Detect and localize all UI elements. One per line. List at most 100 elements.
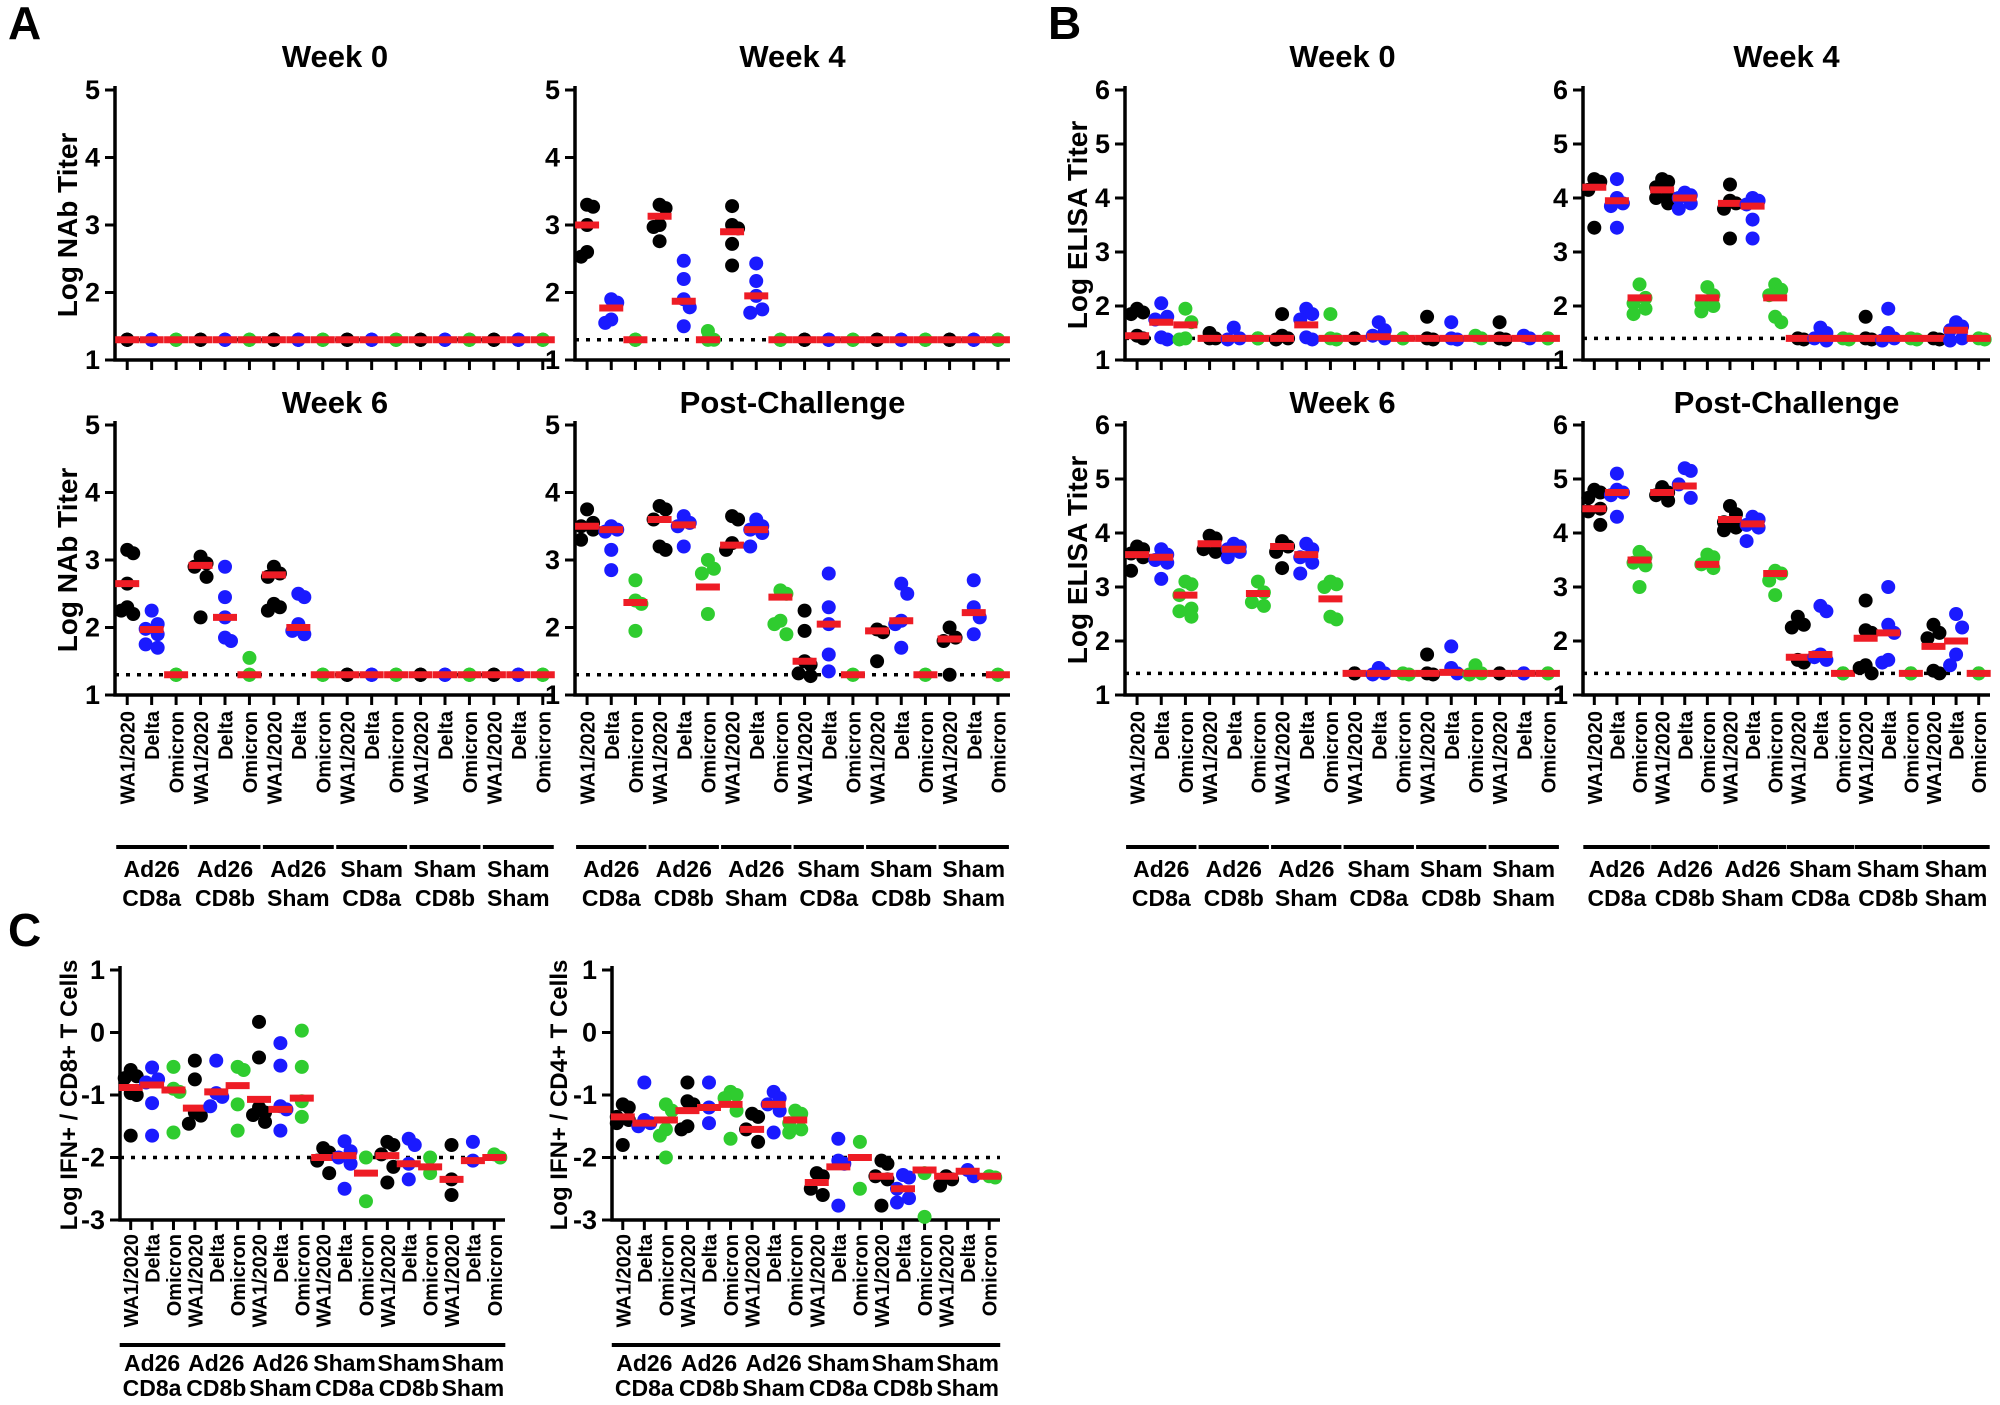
x-tick-label: Omicron (771, 711, 793, 793)
data-point (1745, 212, 1760, 227)
data-point (1420, 309, 1435, 324)
data-point (252, 1050, 267, 1065)
x-tick-label: WA1/2020 (314, 1234, 336, 1327)
data-point (658, 502, 673, 517)
y-tick-label: 2 (1095, 626, 1110, 656)
data-point (574, 532, 589, 547)
data-point (1160, 332, 1175, 347)
data-point (187, 1053, 202, 1068)
y-tick-label: 3 (545, 545, 560, 575)
x-tick-label: Delta (335, 1233, 357, 1283)
y-axis-label: Log NAb Titer (55, 133, 83, 318)
data-point (294, 1059, 309, 1074)
data-point (1722, 231, 1737, 246)
data-point (797, 623, 812, 638)
data-point (1226, 320, 1241, 335)
data-point (1172, 332, 1187, 347)
x-tick-label: Omicron (1901, 711, 1923, 793)
x-tick-label: Omicron (980, 1234, 1002, 1316)
group-label-line1: Sham (1925, 856, 1988, 882)
group-label-line1: Ad26 (1206, 856, 1262, 882)
data-point (725, 258, 740, 273)
data-point (658, 201, 673, 216)
data-point (706, 561, 721, 576)
y-tick-label: 1 (1553, 680, 1568, 710)
group-label-line1: Ad26 (616, 1350, 672, 1376)
data-point (1649, 191, 1664, 205)
data-point (676, 272, 691, 286)
data-point (797, 603, 812, 618)
data-point (755, 302, 770, 317)
x-tick-label: WA1/2020 (118, 711, 140, 804)
data-point (815, 1188, 830, 1202)
data-point (604, 563, 619, 578)
y-tick-label: 5 (85, 410, 100, 440)
group-label-line2: CD8b (379, 1375, 439, 1400)
x-tick-label: Delta (463, 1233, 485, 1283)
x-tick-label: Omicron (313, 711, 335, 793)
y-tick-label: 4 (545, 478, 560, 508)
data-point (1609, 220, 1624, 235)
y-tick-label: 1 (545, 680, 560, 710)
x-tick-label: Omicron (1766, 711, 1788, 793)
data-point (598, 315, 613, 330)
group-label-line2: Sham (942, 885, 1005, 911)
y-tick-label: 5 (545, 410, 560, 440)
data-point (444, 1188, 459, 1202)
chart-a-week4: Week 4 1 2 3 4 5 (518, 25, 1023, 380)
data-point (1275, 307, 1290, 322)
x-tick-label: Delta (700, 1233, 722, 1283)
data-point (1172, 604, 1187, 619)
y-tick-label: 0 (582, 1018, 597, 1048)
data-point (465, 1134, 480, 1149)
data-point (1250, 574, 1265, 589)
group-label-line1: Sham (872, 1350, 935, 1376)
data-point (933, 1178, 948, 1193)
y-tick-label: 1 (1095, 680, 1110, 710)
x-tick-label: Omicron (656, 1234, 678, 1316)
data-point (1716, 523, 1731, 538)
data-point (574, 249, 589, 264)
group-label-line1: Sham (442, 1350, 505, 1376)
data-point (1671, 201, 1686, 216)
data-point (1154, 571, 1169, 586)
data-point (1323, 307, 1338, 322)
data-point (1881, 580, 1896, 594)
data-point (1626, 307, 1641, 322)
group-label-line1: Ad26 (1589, 856, 1645, 882)
x-tick-label: Omicron (786, 1234, 808, 1316)
group-label-line1: Ad26 (1133, 856, 1189, 882)
x-tick-label: Delta (1297, 710, 1319, 760)
data-point (1858, 593, 1873, 608)
x-tick-label: WA1/2020 (795, 711, 817, 804)
group-label-line1: Ad26 (197, 856, 253, 882)
data-point (1932, 625, 1947, 640)
y-tick-label: 5 (1095, 129, 1110, 159)
data-point (725, 236, 740, 251)
x-tick-label: WA1/2020 (442, 1234, 464, 1327)
data-point (900, 586, 915, 601)
group-label-line1: Sham (340, 856, 403, 882)
x-tick-label: WA1/2020 (1653, 711, 1675, 804)
group-label-line1: Sham (313, 1350, 376, 1376)
data-point (242, 650, 257, 665)
x-tick-label: Omicron (850, 1234, 872, 1316)
y-tick-label: 5 (85, 75, 100, 105)
group-label-line2: Sham (1721, 885, 1784, 911)
data-point (1178, 301, 1193, 316)
data-point (702, 1116, 716, 1131)
data-point (126, 546, 141, 561)
group-label-line1: Ad26 (252, 1350, 308, 1376)
data-point (1661, 174, 1676, 189)
group-label-line1: Sham (1492, 856, 1555, 882)
x-tick-label: WA1/2020 (1490, 711, 1512, 804)
subplot-title: Week 0 (282, 39, 388, 74)
data-point (145, 1128, 160, 1143)
data-point (145, 1096, 160, 1111)
data-point (880, 1156, 895, 1171)
data-point (117, 1071, 132, 1086)
data-point (1762, 573, 1777, 588)
y-tick-label: 4 (1553, 518, 1568, 548)
